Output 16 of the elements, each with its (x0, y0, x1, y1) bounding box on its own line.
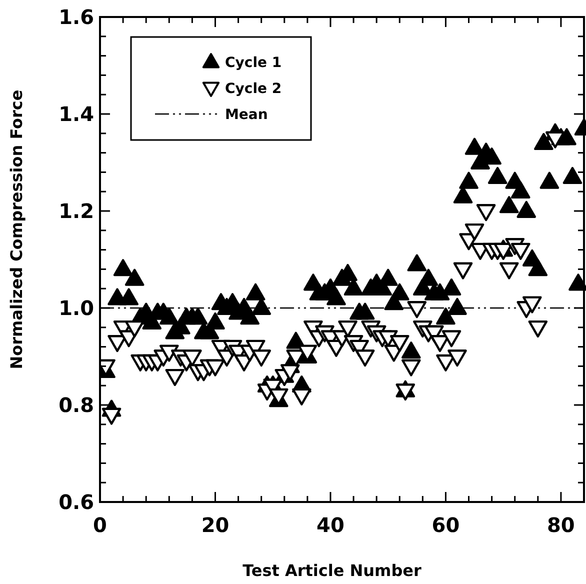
y-tick-label: 1.0 (58, 296, 94, 320)
legend-label: Cycle 2 (225, 81, 282, 97)
x-axis-title: Test Article Number (242, 561, 422, 580)
legend-label: Mean (225, 107, 268, 123)
x-tick-label: 20 (201, 513, 230, 537)
y-tick-label: 0.8 (58, 393, 94, 417)
x-tick-label: 40 (316, 513, 344, 537)
y-tick-label: 0.6 (58, 490, 94, 514)
x-tick-label: 60 (432, 513, 460, 537)
y-tick-label: 1.4 (58, 102, 94, 126)
y-axis-title: Normalized Compression Force (7, 90, 26, 370)
y-tick-label: 1.2 (58, 199, 94, 223)
y-tick-label: 1.6 (58, 5, 94, 29)
x-tick-label: 0 (93, 513, 107, 537)
x-tick-label: 80 (547, 513, 575, 537)
legend-label: Cycle 1 (225, 55, 282, 71)
